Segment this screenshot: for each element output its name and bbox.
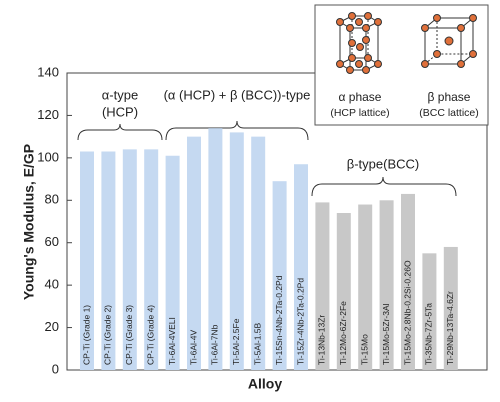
annotation: β-type(BCC) [347,156,419,171]
braces [77,120,457,197]
bar [165,155,180,370]
bar-label: Ti-15Mo [359,334,369,365]
bar [187,136,201,370]
bar-label: Ti-15Sn-4Nb-2Ta-0.2Pd [274,275,284,365]
bar-label: Ti-12Mo-6Zr-2Fe [338,301,348,365]
annotation: (α (HCP) + β (BCC))-type [164,87,311,102]
bar-label: Ti-15Mo-2.8Nb-0.2Si-0.26O [402,260,412,365]
inset-label: β phase [428,90,471,104]
y-tick-label: 40 [45,277,59,292]
y-tick-label: 0 [52,361,59,376]
bar-label: Ti-13Nb-13Zr [317,315,327,365]
annotation: (HCP) [102,104,138,119]
bar [443,246,458,370]
bar-label: CP-Ti (Grade 4) [145,305,155,365]
bar [122,149,137,370]
bar [294,164,308,370]
y-tick-label: 60 [45,234,59,249]
bar [336,213,351,370]
bar-label: Ti-6Al-4V [188,330,198,365]
bar-label: CP-Ti (Grade 1) [81,305,91,365]
bar-label: Ti-35Nb-7Zr-5Ta [424,303,434,365]
bar [229,132,244,370]
bar [208,128,223,370]
y-tick-label: 80 [45,192,59,207]
hcp-lattice [336,12,382,74]
bar-label: Ti-5Al-1.5B [252,322,262,365]
bar-label: Ti-15Zr-4Nb-2Ta-0.2Pd [295,278,305,365]
bar-label: Ti-29Nb-13Ta-4.6Zr [445,291,455,365]
bcc-lattice [421,14,477,68]
bar [379,200,394,370]
bar [422,253,437,370]
bar [80,151,94,370]
brace [311,176,457,197]
annotation: α-type [102,87,138,102]
y-tick-label: 120 [37,107,59,122]
bar [144,149,159,370]
bar-label: Ti-15Mo-5Zr-3Al [381,303,391,365]
inset-label: α phase [339,90,382,104]
y-tick-label: 140 [37,64,59,79]
bar [401,193,415,370]
brace [165,120,309,141]
brace [77,123,163,141]
bar [358,204,373,370]
bar-label: Ti-6Al-4VELI [167,317,177,365]
bar-label: CP-Ti (Grade 3) [124,305,134,365]
inset-label: (HCP lattice) [330,107,389,119]
bar [251,136,266,370]
bar-label: Ti-6Al-7Nb [210,324,220,365]
inset [314,4,489,126]
y-tick-label: 100 [37,149,59,164]
bar-label: CP-Ti (Grade 2) [103,305,113,365]
bar [101,151,116,370]
x-axis-label: Alloy [248,376,282,392]
y-axis-label: Young's Modulus, E/GP [21,144,37,300]
inset-label: (BCC lattice) [419,107,479,119]
bar [315,202,330,370]
bar [272,181,287,370]
y-tick-label: 20 [45,319,59,334]
bar-label: Ti-5Al-2.5Fe [231,318,241,365]
